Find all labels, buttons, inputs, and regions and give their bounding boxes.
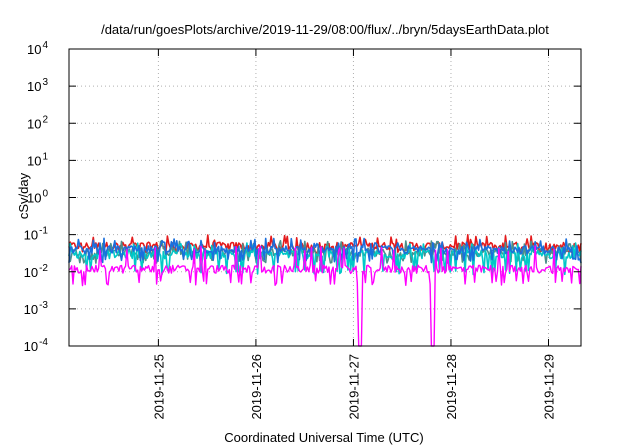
y-ticks: 10-4 10-3 10-2 10-1 100 101 102 103 104: [24, 40, 581, 354]
y-tick-label: 104: [27, 40, 48, 57]
x-ticks: 2019-11-25 2019-11-26 2019-11-27 2019-11-28…: [151, 49, 556, 420]
chart-title: /data/run/goesPlots/archive/2019-11-29/0…: [101, 22, 549, 37]
x-tick-label: 2019-11-27: [346, 354, 361, 420]
y-tick-label: 10-4: [24, 337, 49, 354]
y-tick-label: 10-1: [24, 226, 49, 243]
y-tick-label: 100: [27, 189, 48, 206]
y-tick-label: 10-2: [24, 263, 49, 280]
y-tick-label: 101: [27, 151, 48, 168]
x-axis-label: Coordinated Universal Time (UTC): [224, 430, 423, 445]
x-tick-label: 2019-11-28: [444, 354, 459, 420]
x-tick-label: 2019-11-25: [151, 354, 166, 420]
series-layer: [68, 234, 582, 347]
series-line-5: [68, 245, 582, 347]
y-tick-label: 10-3: [24, 300, 49, 317]
y-axis-label: cSv/day: [16, 172, 31, 219]
series-line-4: [68, 237, 582, 264]
y-tick-label: 102: [27, 114, 48, 131]
series-line-1: [68, 234, 582, 255]
y-tick-label: 103: [27, 77, 48, 94]
x-tick-label: 2019-11-26: [249, 354, 264, 420]
x-tick-label: 2019-11-29: [541, 354, 556, 420]
grid: [69, 49, 581, 346]
